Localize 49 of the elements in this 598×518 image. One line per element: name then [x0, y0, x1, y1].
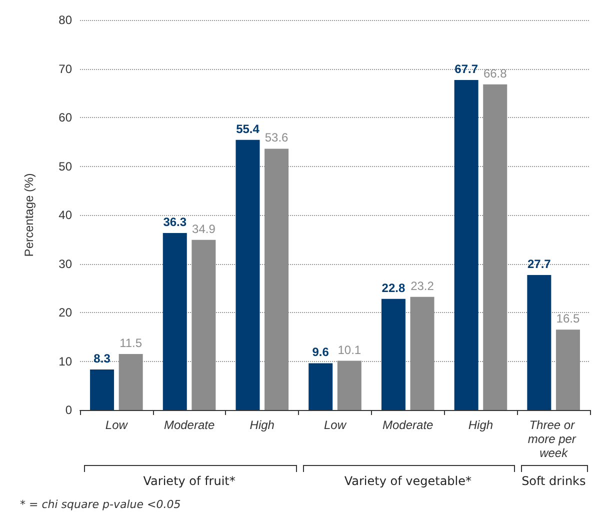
bar: [527, 274, 552, 410]
bar: [556, 330, 580, 410]
y-tick-label: 30: [58, 256, 72, 271]
data-label: 22.8: [382, 280, 406, 295]
x-tick-label: Low: [105, 418, 129, 432]
y-tick-label: 0: [65, 403, 72, 417]
data-label: 67.7: [454, 62, 478, 76]
text: Soft drinks: [522, 474, 586, 488]
data-label: 53.6: [264, 130, 289, 145]
bar: [236, 140, 260, 410]
y-tick-label: 80: [58, 13, 72, 27]
x-tick-label: Three or more per week: [528, 418, 580, 460]
bar: [381, 298, 406, 410]
bar: [90, 370, 114, 410]
y-tick-label: 20: [58, 306, 72, 320]
y-tick-label: 50: [58, 159, 72, 174]
data-label: 66.8: [483, 66, 508, 80]
x-tick-label: Moderate: [164, 418, 215, 432]
y-tick-label: 10: [58, 354, 72, 368]
y-tick-label: 40: [58, 208, 72, 222]
y-tick-label: 70: [58, 62, 72, 76]
bar: [162, 233, 187, 410]
x-tick-label: Low: [324, 418, 348, 432]
bar: [337, 360, 362, 410]
x-tick-label: Moderate: [382, 418, 434, 432]
data-label: 16.5: [556, 312, 580, 326]
data-label: 23.2: [410, 278, 434, 293]
data-label: 9.6: [312, 345, 330, 360]
x-tick-label: High: [250, 418, 275, 432]
bar: [454, 80, 478, 410]
data-label: 55.4: [236, 122, 260, 136]
data-label: 8.3: [94, 352, 111, 366]
bar: [483, 84, 508, 410]
bar: [410, 296, 434, 410]
text: Variety of vegetable*: [344, 474, 472, 488]
bar: [264, 148, 289, 410]
data-label: 36.3: [163, 215, 187, 230]
data-label: 11.5: [120, 336, 142, 350]
bar: [308, 363, 333, 410]
y-axis-title: Percentage (%): [22, 173, 36, 257]
data-label: 34.9: [192, 222, 216, 236]
bar: [118, 354, 143, 410]
x-tick-label: High: [468, 418, 494, 432]
text: Variety of fruit*: [143, 474, 236, 488]
data-label: 10.1: [338, 342, 362, 357]
text: * = chi square p-value <0.05: [20, 498, 181, 511]
y-tick-label: 60: [58, 110, 72, 124]
bar: [192, 240, 216, 410]
data-label: 27.7: [527, 256, 552, 271]
